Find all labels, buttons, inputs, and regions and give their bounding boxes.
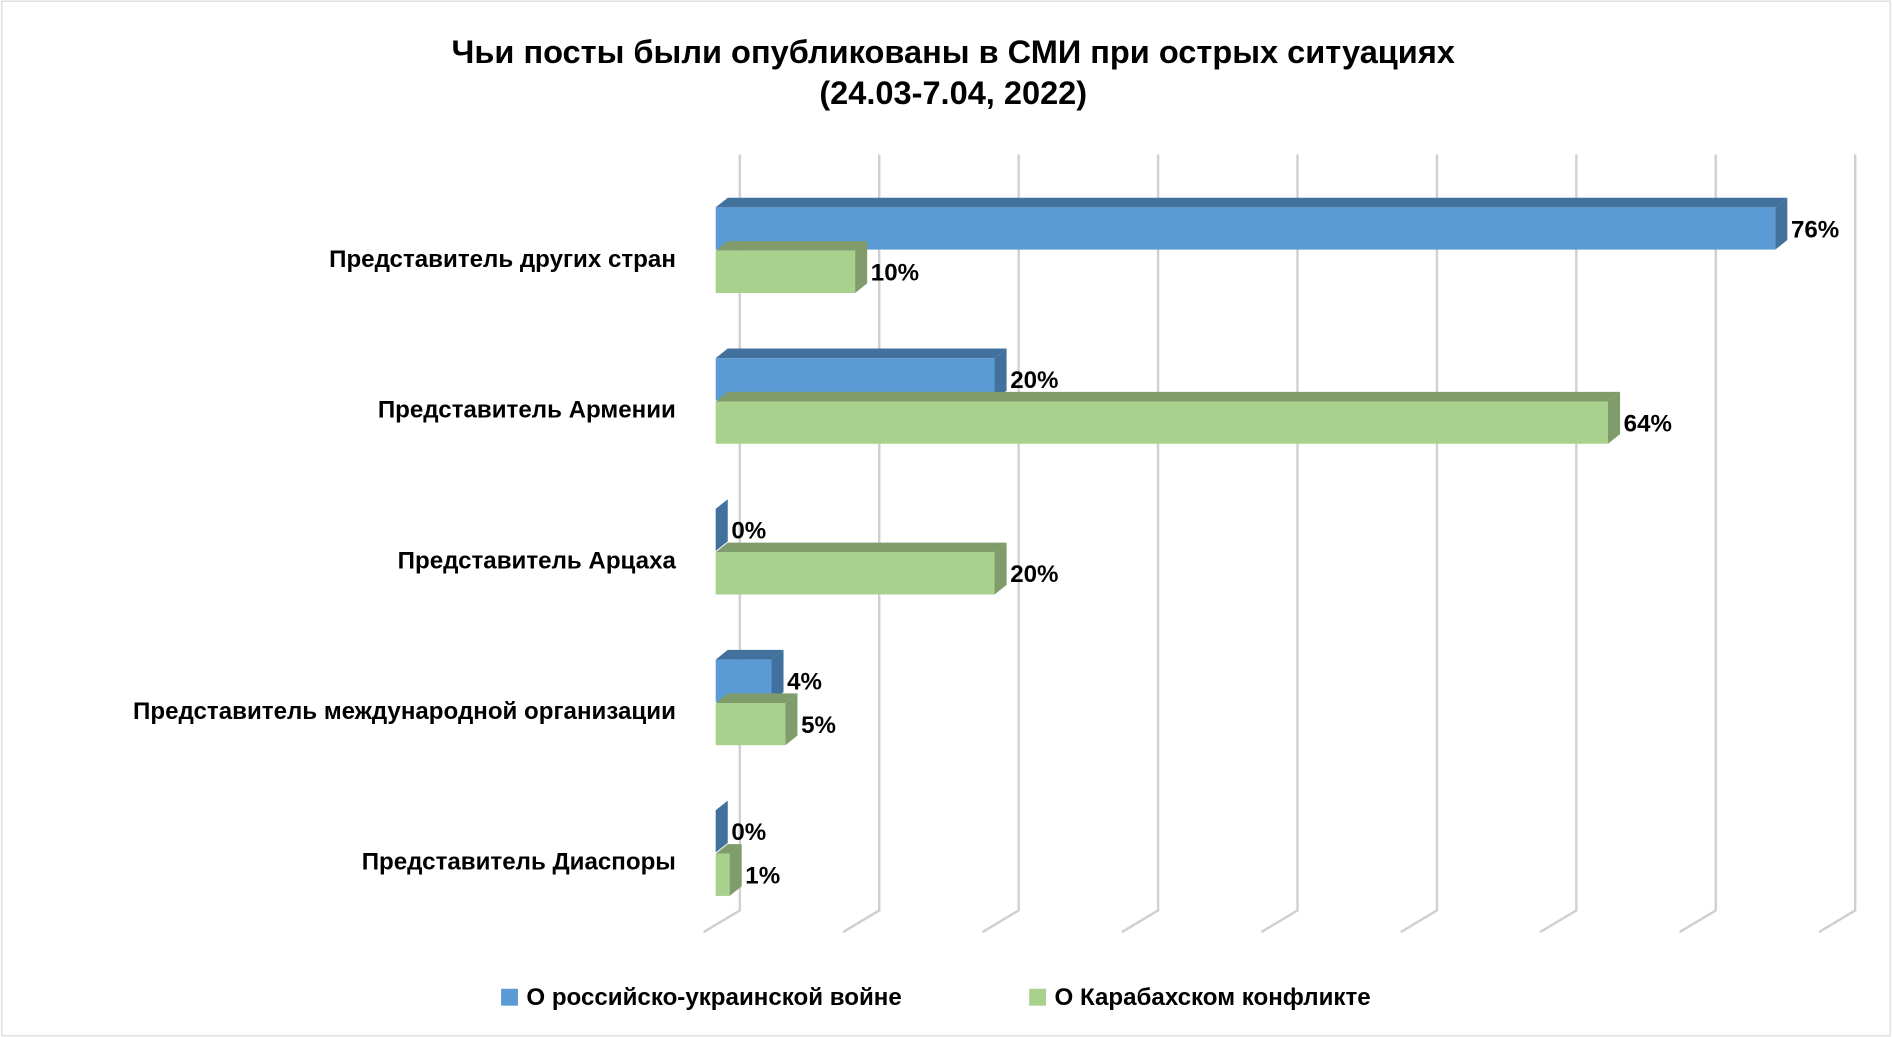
legend-swatch <box>1029 988 1047 1006</box>
bar-side <box>994 542 1007 595</box>
bar-top <box>715 542 1007 553</box>
bar-side <box>715 499 728 552</box>
bar-side <box>771 649 784 702</box>
bar-top <box>715 197 1788 208</box>
bar-side <box>715 800 728 853</box>
bar-front <box>715 853 730 896</box>
bar-side <box>1607 391 1621 444</box>
bar-front <box>715 207 1776 250</box>
value-label: 5% <box>801 712 836 739</box>
bar-front <box>715 401 1608 444</box>
bar <box>715 391 1621 444</box>
bar <box>715 800 728 853</box>
bar <box>715 844 742 896</box>
bar <box>715 241 868 294</box>
category-label: Представитель Диаспоры <box>362 849 676 876</box>
chart-title: Чьи посты были опубликованы в СМИ при ос… <box>452 34 1455 70</box>
bar-side <box>785 693 798 746</box>
bar <box>715 693 798 746</box>
category-label: Представитель Армении <box>378 397 676 424</box>
value-label: 0% <box>731 819 766 846</box>
bar-side <box>855 241 868 294</box>
bar-side <box>729 844 742 896</box>
legend-swatch <box>501 988 518 1006</box>
chart-subtitle: (24.03-7.04, 2022) <box>819 75 1087 111</box>
bar-front <box>715 250 856 294</box>
bar-side <box>1775 197 1788 250</box>
bar-top <box>715 348 1007 359</box>
bar <box>715 499 728 552</box>
bar-side <box>994 348 1007 401</box>
value-label: 64% <box>1624 410 1672 437</box>
bar <box>715 197 1788 250</box>
value-label: 20% <box>1010 561 1058 588</box>
value-label: 20% <box>1010 367 1058 394</box>
value-label: 4% <box>787 668 822 695</box>
bar-top <box>715 241 868 251</box>
bar-top <box>715 649 784 660</box>
bar <box>715 542 1007 595</box>
bar-front <box>715 702 786 746</box>
category-label: Представитель других стран <box>329 246 676 273</box>
bar-top <box>715 693 798 703</box>
bar-top <box>715 844 742 854</box>
grid-line <box>1818 154 1857 934</box>
value-label: 1% <box>745 863 780 890</box>
value-label: 76% <box>1791 216 1839 243</box>
grid-line <box>1678 154 1717 934</box>
legend-label: О Карабахском конфликте <box>1055 984 1371 1011</box>
category-label: Представитель международной организации <box>133 698 676 725</box>
category-label: Представитель Арцаха <box>398 547 677 574</box>
value-label: 10% <box>871 260 919 287</box>
legend-label: О российско-украинской войне <box>526 984 901 1011</box>
value-label: 0% <box>731 518 766 545</box>
bar-front <box>715 552 995 595</box>
bar-top <box>715 391 1621 402</box>
